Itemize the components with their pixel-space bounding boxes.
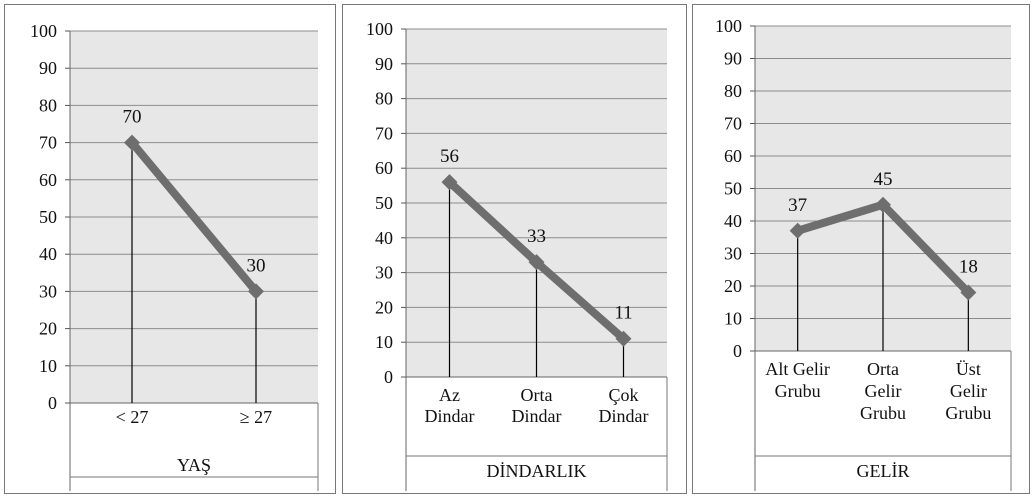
x-axis-group-label: DİNDARLIK — [487, 461, 587, 481]
x-category-label: ≥ 27 — [240, 407, 272, 427]
y-tick-label: 90 — [724, 49, 742, 69]
x-category-label: Alt Gelir Grubu — [765, 359, 830, 401]
chart-panel-dindarlik: 0 10 20 30 40 50 60 70 80 90 100 56 33 11 Az Dindar Orta… — [342, 4, 687, 494]
y-tick-label: 40 — [724, 211, 742, 231]
y-tick-label: 60 — [724, 146, 742, 166]
y-tick-label: 100 — [715, 16, 742, 36]
y-tick-label: 50 — [724, 179, 742, 199]
y-tick-label: 60 — [39, 170, 57, 190]
y-tick-label: 30 — [375, 263, 393, 283]
y-tick-label: 40 — [375, 228, 393, 248]
data-label: 37 — [788, 195, 807, 216]
x-category-label: < 27 — [116, 407, 149, 427]
y-tick-label: 0 — [733, 341, 742, 361]
y-tick-label: 80 — [39, 95, 57, 115]
chart-yas: 0 10 20 30 40 50 60 70 80 90 100 70 30 < 27 ≥ 27 YAŞ — [30, 21, 319, 491]
y-tick-label: 10 — [39, 356, 57, 376]
y-tick-label: 0 — [48, 393, 57, 413]
y-tick-label: 70 — [39, 133, 57, 153]
y-tick-label: 30 — [39, 281, 57, 301]
data-label: 30 — [247, 255, 266, 276]
data-point-marker — [248, 283, 264, 300]
data-label: 56 — [440, 146, 459, 167]
x-axis-group-label: YAŞ — [177, 455, 211, 475]
data-point-marker — [528, 254, 545, 271]
y-tick-label: 40 — [39, 244, 57, 264]
chart-gelir: 0 10 20 30 40 50 60 70 80 90 100 37 45 18 Alt Gelir Gru… — [715, 16, 1012, 491]
y-tick-label: 80 — [724, 81, 742, 101]
y-tick-label: 50 — [375, 193, 393, 213]
series-line — [128, 138, 260, 296]
data-label: 18 — [959, 257, 978, 278]
chart-panel-gelir: 0 10 20 30 40 50 60 70 80 90 100 37 45 18 Alt Gelir Gru… — [692, 4, 1030, 494]
y-tick-label: 20 — [724, 276, 742, 296]
data-point-marker — [615, 330, 632, 347]
data-point-marker — [441, 174, 458, 191]
chart-dindarlik: 0 10 20 30 40 50 60 70 80 90 100 56 33 11 Az Dindar Orta… — [366, 19, 668, 491]
data-point-marker — [789, 222, 806, 239]
y-tick-label: 90 — [39, 58, 57, 78]
data-point-marker — [875, 196, 891, 213]
y-tick-label: 10 — [724, 309, 742, 329]
data-point-marker — [124, 134, 140, 151]
x-category-label: Az Dindar — [425, 385, 475, 426]
y-tick-label: 70 — [724, 114, 742, 134]
y-tick-label: 60 — [375, 158, 393, 178]
data-label: 45 — [874, 169, 893, 190]
y-tick-label: 10 — [375, 332, 393, 352]
y-tick-label: 20 — [375, 297, 393, 317]
x-axis-group-label: GELİR — [857, 461, 910, 481]
x-category-label: Çok Dindar — [599, 385, 649, 426]
chart-panel-yas: 0 10 20 30 40 50 60 70 80 90 100 70 30 < 27 ≥ 27 YAŞ — [4, 4, 336, 494]
data-label: 11 — [614, 303, 632, 324]
y-tick-label: 90 — [375, 54, 393, 74]
y-tick-label: 100 — [366, 19, 393, 39]
y-tick-label: 20 — [39, 319, 57, 339]
data-label: 33 — [527, 226, 546, 247]
x-category-label: Orta Gelir Grubu — [860, 359, 906, 423]
y-tick-label: 30 — [724, 244, 742, 264]
y-tick-label: 70 — [375, 123, 393, 143]
x-category-label: Orta Dindar — [512, 385, 562, 426]
y-tick-label: 50 — [39, 207, 57, 227]
data-point-marker — [960, 284, 977, 301]
data-label: 70 — [123, 107, 142, 128]
y-tick-label: 0 — [384, 367, 393, 387]
y-tick-label: 80 — [375, 89, 393, 109]
x-category-label: Üst Gelir Grubu — [945, 359, 991, 423]
y-tick-label: 100 — [30, 21, 57, 41]
